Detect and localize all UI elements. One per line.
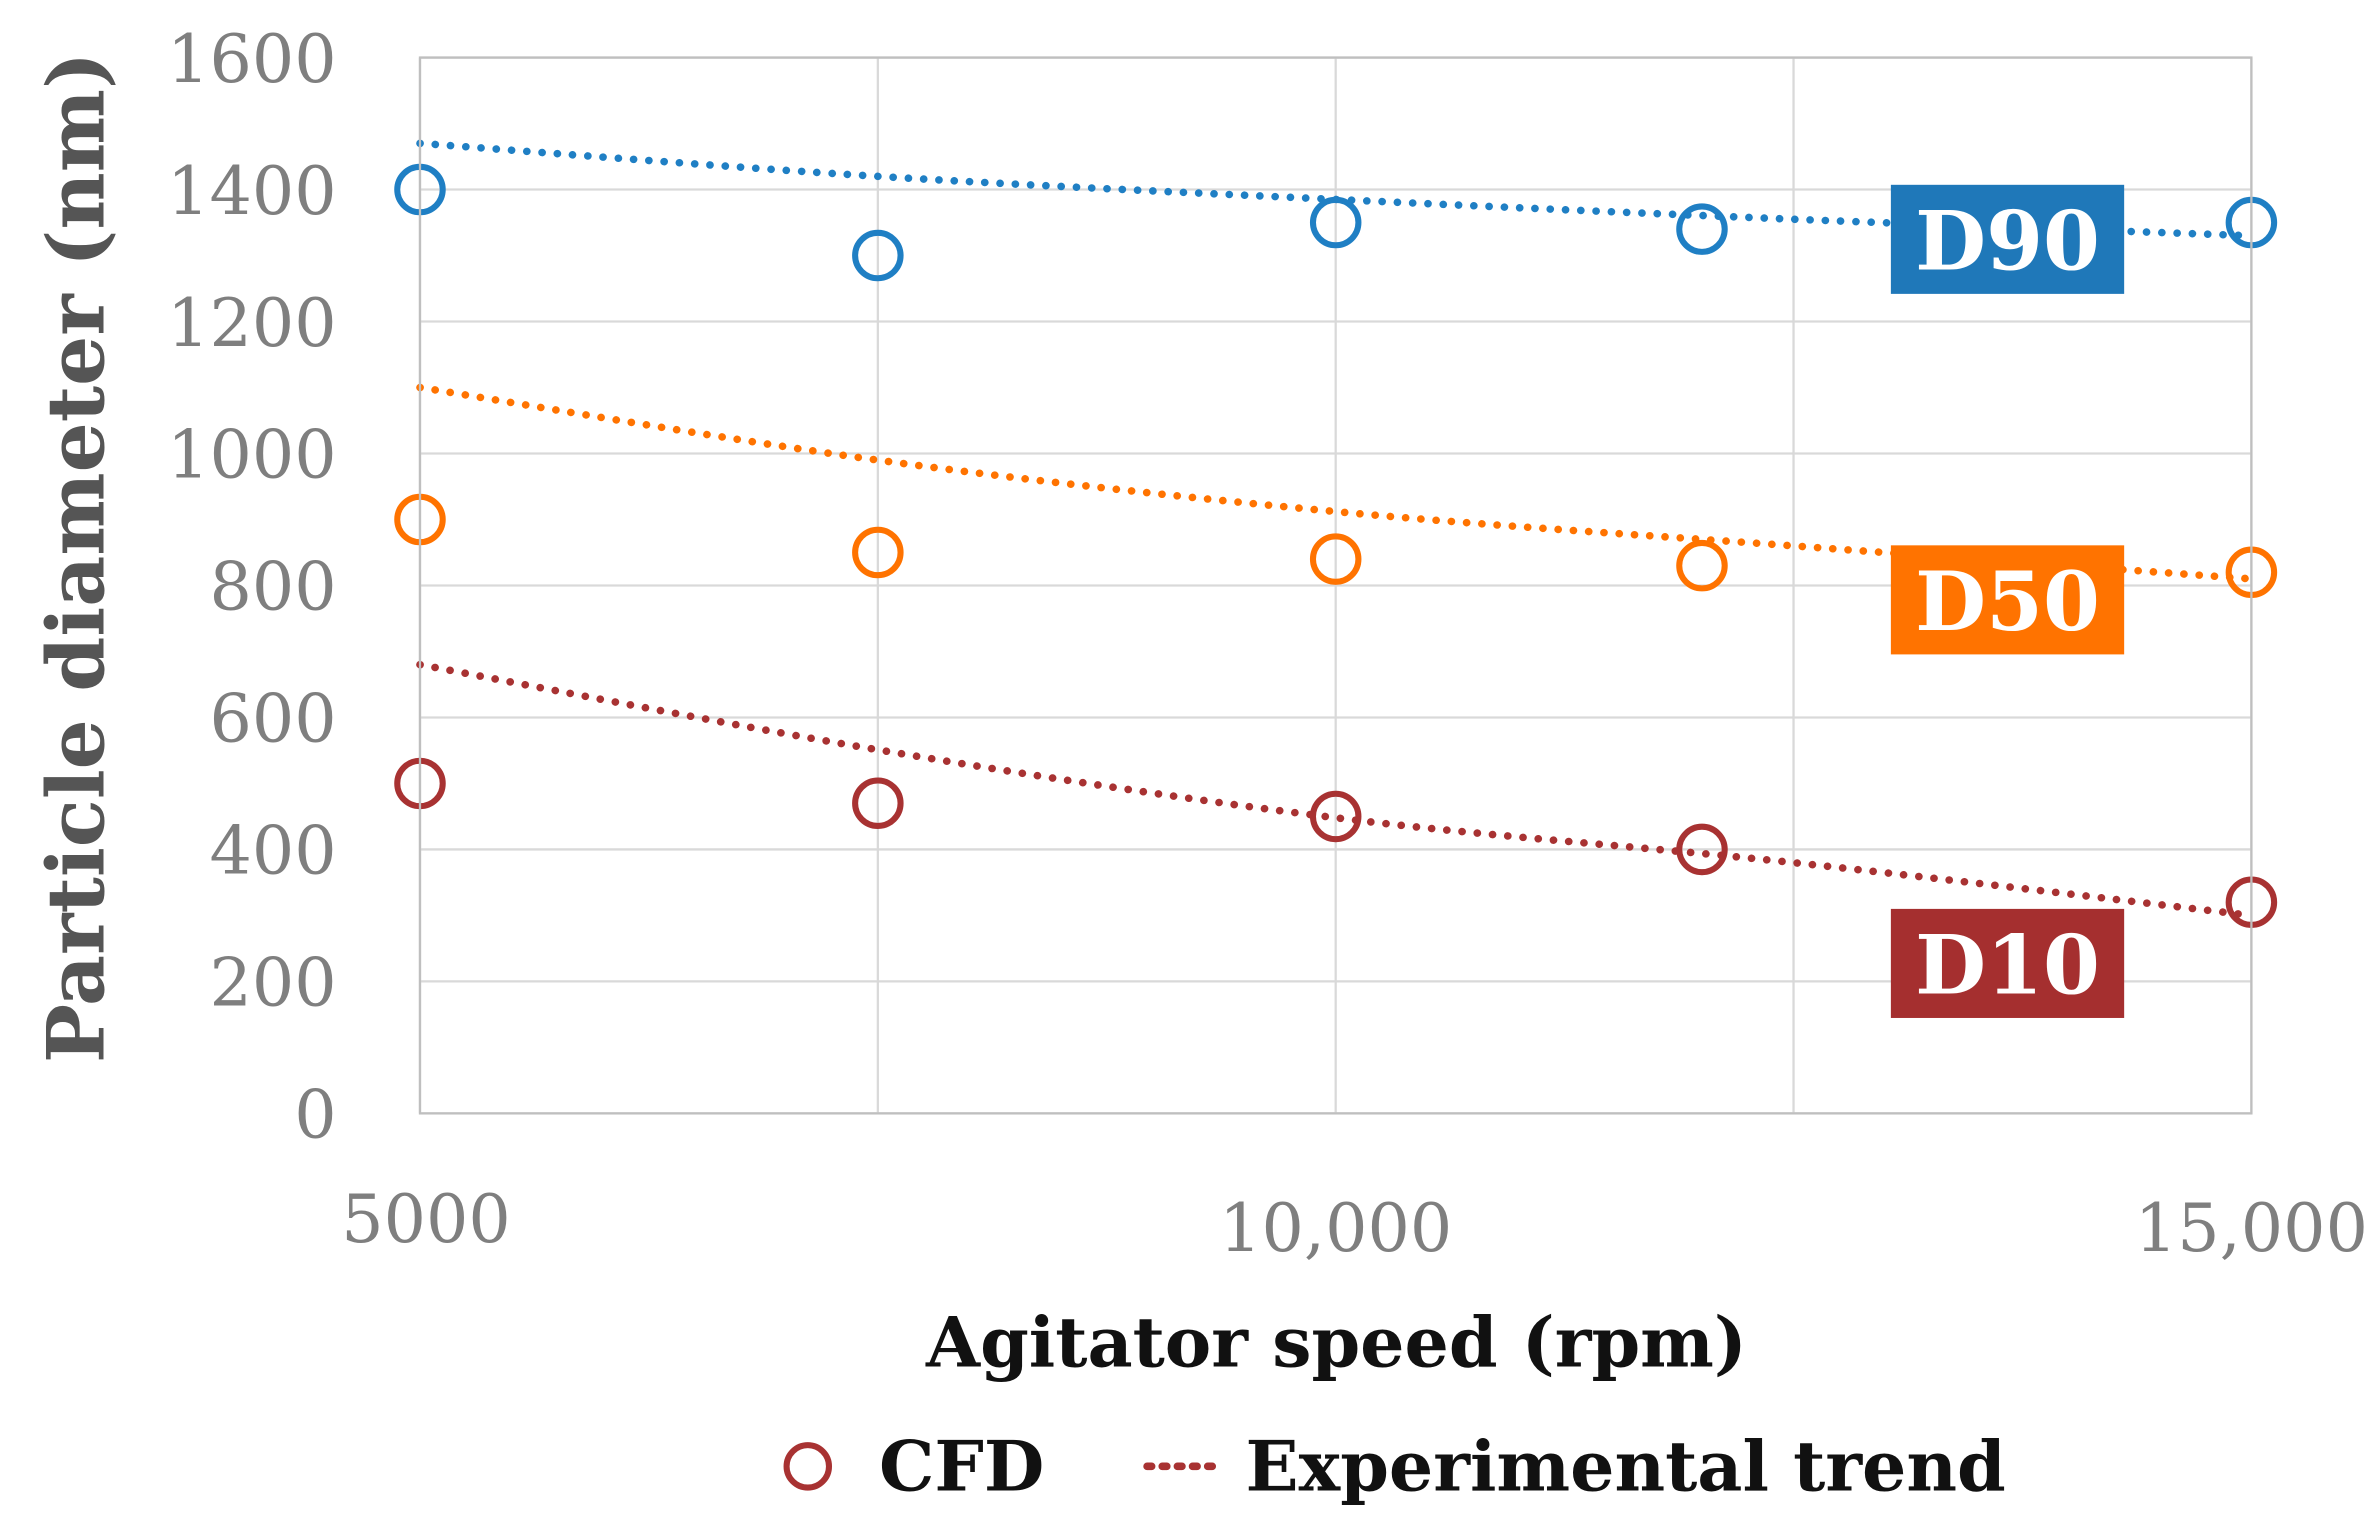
y-tick-label: 200 bbox=[209, 944, 336, 1022]
y-axis-label: Particle diameter (nm) bbox=[29, 52, 122, 1063]
x-tick-label: 10,000 bbox=[1219, 1189, 1452, 1267]
legend-cfd-label: CFD bbox=[879, 1427, 1044, 1508]
x-tick-label: 15,000 bbox=[2135, 1189, 2368, 1267]
axes: 0 200 400 600 800 1000 1200 1400 1600 5000 10,000 1… bbox=[167, 20, 2368, 1267]
y-tick-label: 0 bbox=[294, 1076, 336, 1154]
d10-cfd-point bbox=[1309, 790, 1362, 843]
d50-label: D50 bbox=[1915, 554, 2100, 650]
d90-label-box bbox=[1890, 184, 2125, 294]
d50-cfd-point bbox=[1676, 539, 1728, 592]
d90-cfd-point bbox=[1309, 196, 1362, 249]
y-tick-label: 800 bbox=[209, 548, 336, 626]
x-axis-label: Agitator speed (rpm) bbox=[925, 1302, 1747, 1383]
y-tick-label: 1600 bbox=[167, 20, 337, 98]
d50-cfd-point bbox=[852, 526, 904, 579]
d50-cfd-point bbox=[1309, 533, 1362, 585]
legend-cfd-marker bbox=[783, 1442, 833, 1491]
d10-cfd-point bbox=[1676, 823, 1728, 876]
d10-label: D10 bbox=[1915, 918, 2100, 1014]
legend: CFD Experimental trend bbox=[783, 1427, 2006, 1508]
y-tick-label: 400 bbox=[209, 812, 336, 890]
d90-label: D90 bbox=[1915, 194, 2100, 290]
plot-frame bbox=[418, 56, 2253, 1115]
y-tick-label: 1200 bbox=[167, 284, 337, 362]
d90-cfd-point bbox=[1676, 203, 1728, 255]
y-tick-label: 1400 bbox=[167, 152, 337, 230]
y-tick-label: 600 bbox=[209, 680, 336, 758]
series-labels: D90 D50 D10 bbox=[1890, 184, 2125, 1018]
d90-cfd-point bbox=[852, 229, 904, 282]
x-tick-label: 5000 bbox=[341, 1180, 511, 1258]
d10-cfd-point bbox=[852, 777, 904, 829]
legend-trend-label: Experimental trend bbox=[1246, 1427, 2006, 1508]
d10-label-box bbox=[1890, 908, 2125, 1018]
d50-label-box bbox=[1890, 545, 2125, 655]
y-tick-label: 1000 bbox=[167, 416, 337, 494]
